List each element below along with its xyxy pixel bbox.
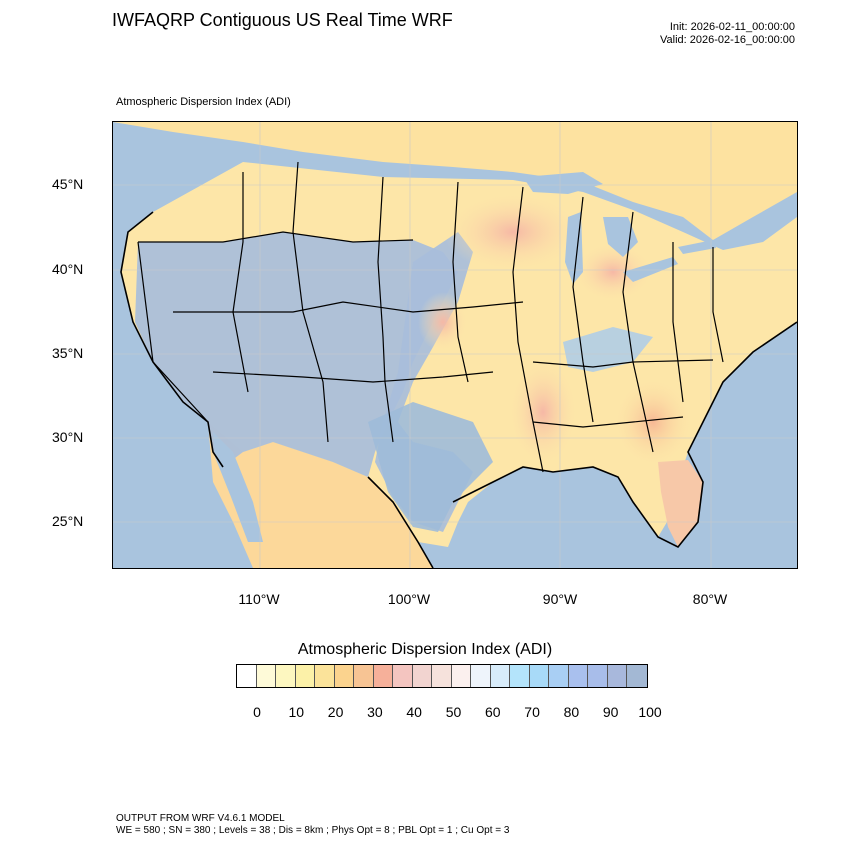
page-title: IWFAQRP Contiguous US Real Time WRF [112,10,453,30]
canada-land [113,122,797,240]
legend-swatch [549,665,569,687]
legend-tick-label: 40 [406,704,422,720]
model-config: WE = 580 ; SN = 380 ; Levels = 38 ; Dis … [116,825,510,836]
legend-swatch [354,665,374,687]
high-adi-ohio-valley [563,327,653,372]
legend-swatch [256,665,276,687]
legend-swatch [295,665,315,687]
legend-swatch [529,665,549,687]
lat-label-45: 45°N [52,176,84,192]
lake-ontario [678,240,716,254]
legend-tick-label: 90 [602,704,619,720]
legend-tick-label: 10 [288,704,305,720]
lon-label-80w: 80°W [692,591,728,607]
lake-superior [523,172,603,194]
lat-label-30: 30°N [52,429,84,445]
pink-great-lakes [573,242,653,302]
valid-time: Valid: 2026-02-16_00:00:00 [660,34,795,46]
legend-title: Atmospheric Dispersion Index (ADI) [297,641,553,658]
lake-erie [623,257,678,282]
legend-swatch [334,665,354,687]
legend-tick-label: 30 [367,704,383,720]
legend-tick-label: 100 [638,704,662,720]
adi-map [112,121,798,569]
legend-tick-label: 20 [327,704,344,720]
legend-tick-label: 50 [445,704,462,720]
state-borders [137,161,724,473]
lon-label-110w: 110°W [238,591,280,607]
map-subtitle: Atmospheric Dispersion Index (ADI) [116,96,291,108]
pink-upper-midwest [443,192,583,272]
map-canvas [113,122,797,568]
legend-tick-label: 60 [485,704,501,720]
legend-swatch [432,665,452,687]
lat-label-35: 35°N [52,345,84,361]
legend-tick-label: 70 [524,704,540,720]
lon-label-100w: 100°W [387,591,431,607]
legend-swatch [627,665,647,687]
legend-swatch [373,665,393,687]
pink-lower-mississippi [508,357,578,467]
pink-southeast [613,377,693,467]
legend-swatch [490,665,510,687]
legend-swatch [510,665,530,687]
legend-tick-label: 80 [563,704,580,720]
high-adi-west [135,232,458,477]
legend-swatch [568,665,588,687]
legend-swatch [315,665,335,687]
legend-tick-label: 0 [253,704,261,720]
legend-swatch [237,665,257,687]
gulf-of-california [213,432,263,542]
legend-swatch [451,665,471,687]
model-info: OUTPUT FROM WRF V4.6.1 MODEL [116,813,285,824]
legend-swatch [607,665,627,687]
init-time: Init: 2026-02-11_00:00:00 [669,21,795,33]
lake-michigan [565,212,583,284]
legend-swatch [471,665,491,687]
lat-label-40: 40°N [52,261,84,277]
graticule [113,122,797,568]
legend-swatch [588,665,608,687]
pink-nebraska [418,292,468,352]
mexico-land [208,422,433,568]
high-adi-texas [368,402,493,532]
lon-label-90w: 90°W [542,591,578,607]
coastlines [120,211,797,568]
legend-swatch [412,665,432,687]
legend-swatch [276,665,296,687]
legend-colorbar [236,664,648,688]
lake-huron [603,217,638,257]
florida [658,460,703,547]
legend-swatch [393,665,413,687]
lat-label-25: 25°N [52,513,84,529]
